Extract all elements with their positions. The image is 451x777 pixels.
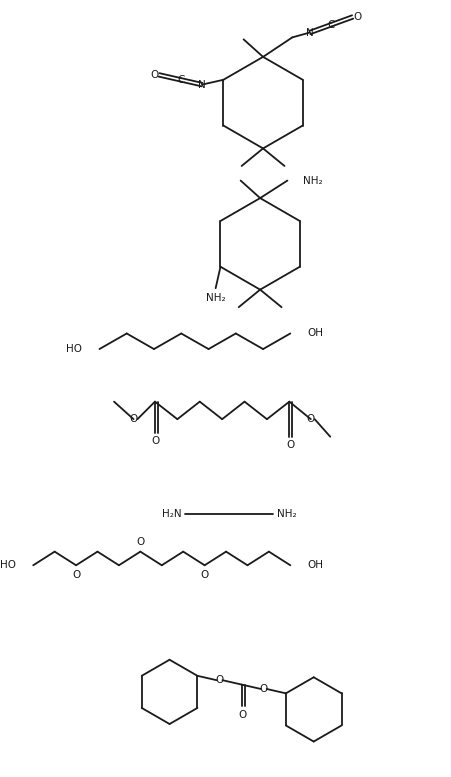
Text: O: O [129, 414, 138, 424]
Text: HO: HO [0, 560, 16, 570]
Text: OH: OH [307, 560, 323, 570]
Text: NH₂: NH₂ [205, 293, 225, 303]
Text: O: O [200, 570, 208, 580]
Text: O: O [285, 440, 294, 450]
Text: O: O [215, 675, 223, 685]
Text: N: N [198, 79, 205, 89]
Text: O: O [150, 70, 158, 80]
Text: O: O [238, 709, 246, 720]
Text: O: O [306, 414, 314, 424]
Text: N: N [305, 27, 313, 37]
Text: C: C [327, 19, 334, 30]
Text: O: O [152, 436, 160, 445]
Text: O: O [259, 684, 267, 694]
Text: O: O [72, 570, 80, 580]
Text: OH: OH [307, 329, 323, 339]
Text: O: O [136, 537, 144, 547]
Text: C: C [176, 75, 184, 85]
Text: H₂N: H₂N [161, 509, 181, 519]
Text: HO: HO [66, 344, 82, 354]
Text: NH₂: NH₂ [276, 509, 296, 519]
Text: NH₂: NH₂ [302, 176, 322, 186]
Text: O: O [353, 12, 361, 22]
